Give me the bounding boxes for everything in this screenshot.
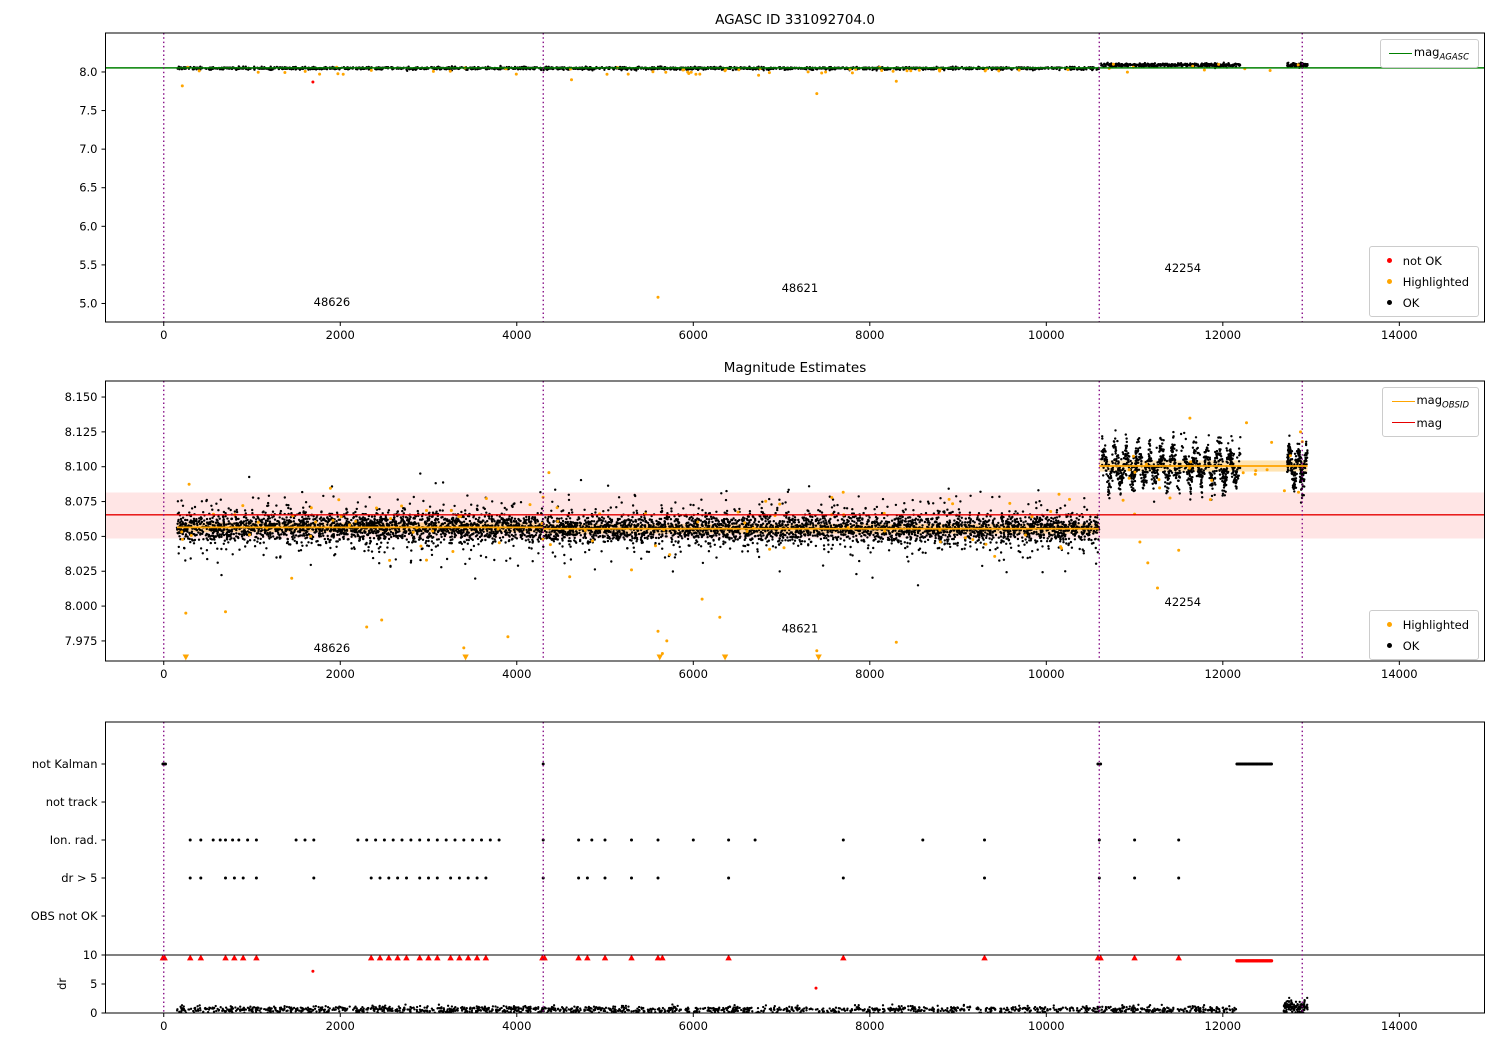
obsid-annotation: 48626 xyxy=(314,641,351,655)
highlighted-clip-markers xyxy=(182,654,822,661)
legend: magAGASC xyxy=(1379,39,1479,68)
legend-line-marker xyxy=(1388,53,1414,54)
svg-text:5.5: 5.5 xyxy=(79,258,97,272)
chart-title: Magnitude Estimates xyxy=(724,360,866,376)
svg-text:7.0: 7.0 xyxy=(79,142,97,156)
svg-text:2000: 2000 xyxy=(326,328,355,342)
dr-bad-run xyxy=(1235,959,1274,963)
legend-item-label: mag xyxy=(1416,415,1443,430)
legend-item: not OK xyxy=(1377,250,1469,271)
chart-3-plot-area xyxy=(105,722,1485,1013)
legend-item-label: OK xyxy=(1402,295,1420,310)
legend-line-marker xyxy=(1390,401,1416,402)
x-axis-ticks: 0 2000 4000 6000 8000 10000 12000 14000 xyxy=(160,661,1418,681)
legend-dot-marker xyxy=(1377,643,1403,648)
svg-text:8000: 8000 xyxy=(855,328,884,342)
obsid-annotation: 48621 xyxy=(782,622,819,636)
obsid-annotation: 48621 xyxy=(782,281,819,295)
legend: magOBSID mag xyxy=(1382,387,1479,437)
svg-text:8.0: 8.0 xyxy=(79,65,97,79)
legend-item: Highlighted xyxy=(1377,614,1469,635)
legend-item-label: not OK xyxy=(1402,253,1442,268)
legend-dot-marker xyxy=(1377,258,1403,263)
chart-2-plot-area xyxy=(105,381,1485,661)
axes-frame xyxy=(105,721,1485,1014)
chart-title: AGASC ID 331092704.0 xyxy=(715,12,875,28)
svg-text:12000: 12000 xyxy=(1205,328,1242,342)
dr-bad-points xyxy=(311,969,818,990)
legend-item: OK xyxy=(1377,635,1469,656)
legend-dot-marker xyxy=(1377,279,1403,284)
ion-rad-points xyxy=(188,838,1181,842)
legend-item-label: magAGASC xyxy=(1413,44,1469,63)
x-axis-ticks: 0 2000 4000 6000 8000 10000 12000 14000 xyxy=(160,322,1418,342)
legend-item-label: magOBSID xyxy=(1416,392,1469,411)
legend-item: Highlighted xyxy=(1377,271,1469,292)
not-kalman-points xyxy=(161,762,1273,766)
svg-text:10000: 10000 xyxy=(1028,328,1065,342)
chart-1-plot-area xyxy=(105,33,1485,322)
obsid-annotation: 42254 xyxy=(1165,261,1202,275)
legend-line-marker xyxy=(1390,422,1416,423)
y-axis-label: dr xyxy=(55,978,69,990)
legend-item: magAGASC xyxy=(1388,43,1469,64)
svg-text:14000: 14000 xyxy=(1381,328,1418,342)
svg-text:6.0: 6.0 xyxy=(79,219,97,233)
legend-dot-marker xyxy=(1377,300,1403,305)
svg-text:6000: 6000 xyxy=(679,328,708,342)
dr-values xyxy=(175,996,1309,1013)
axes-frame xyxy=(105,380,1485,662)
svg-text:4000: 4000 xyxy=(502,328,531,342)
legend: Highlighted OK xyxy=(1368,610,1479,660)
dr-gt5-points xyxy=(188,876,1181,880)
legend-dot-marker xyxy=(1377,622,1403,627)
not-ok-points xyxy=(311,80,315,84)
legend-item-label: Highlighted xyxy=(1402,617,1469,632)
obsid-annotation: 42254 xyxy=(1165,595,1202,609)
legend-item-label: OK xyxy=(1402,638,1420,653)
axes-frame xyxy=(105,32,1485,323)
legend-item: magOBSID xyxy=(1390,391,1469,412)
svg-text:0: 0 xyxy=(160,328,167,342)
svg-text:6.5: 6.5 xyxy=(79,181,97,195)
legend: not OK Highlighted OK xyxy=(1368,246,1479,317)
legend-item: mag xyxy=(1390,412,1469,433)
y-axis-ticks: 5.0 5.5 6.0 6.5 7.0 7.5 8.0 xyxy=(79,65,106,310)
dr-clip-markers xyxy=(159,954,1182,961)
obsid-annotation: 48626 xyxy=(314,295,351,309)
svg-text:7.5: 7.5 xyxy=(79,104,97,118)
legend-item: OK xyxy=(1377,292,1469,313)
ok-points xyxy=(176,61,1309,73)
highlighted-points xyxy=(180,62,1300,299)
x-axis-ticks: 0 2000 4000 6000 8000 10000 12000 14000 xyxy=(160,1013,1418,1033)
svg-text:5.0: 5.0 xyxy=(79,296,97,310)
legend-item-label: Highlighted xyxy=(1402,274,1469,289)
